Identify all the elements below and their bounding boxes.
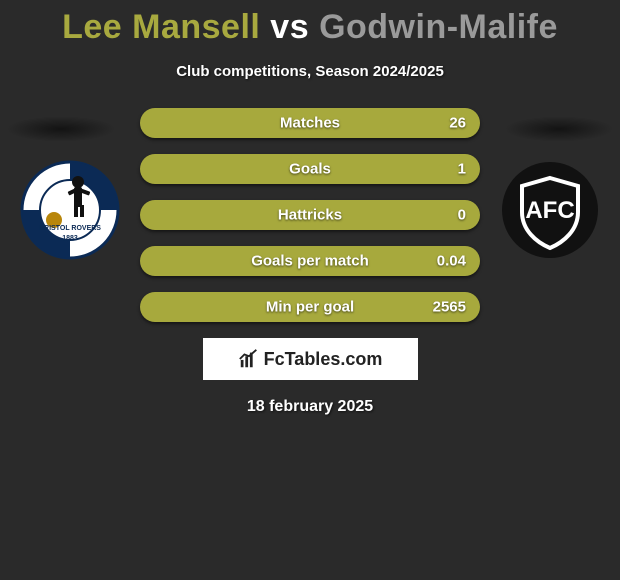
comparison-title: Lee Mansell vs Godwin-Malife	[0, 0, 620, 47]
stat-value: 0.04	[437, 253, 466, 270]
brand-text: FcTables.com	[264, 349, 383, 370]
brand-badge[interactable]: FcTables.com	[203, 338, 418, 380]
svg-text:1883: 1883	[62, 235, 78, 242]
vs-text: vs	[270, 8, 309, 46]
stat-label: Hattricks	[140, 207, 480, 224]
stat-value: 26	[449, 115, 466, 132]
bristol-rovers-crest: BRISTOL ROVERS 1883	[20, 160, 120, 260]
stat-value: 0	[458, 207, 466, 224]
stat-bars: Matches 26 Goals 1 Hattricks 0 Goals per…	[140, 108, 480, 322]
stat-bar-goals: Goals 1	[140, 154, 480, 184]
svg-text:BRISTOL ROVERS: BRISTOL ROVERS	[39, 225, 101, 232]
stat-label: Matches	[140, 115, 480, 132]
stat-label: Min per goal	[140, 299, 480, 316]
stats-arena: BRISTOL ROVERS 1883 AFC Matches 26 Goals…	[0, 108, 620, 416]
date-text: 18 february 2025	[0, 398, 620, 416]
stat-label: Goals per match	[140, 253, 480, 270]
svg-text:AFC: AFC	[525, 197, 574, 224]
player2-name: Godwin-Malife	[319, 8, 558, 46]
stat-value: 1	[458, 161, 466, 178]
subtitle: Club competitions, Season 2024/2025	[0, 63, 620, 80]
player1-name: Lee Mansell	[62, 8, 260, 46]
stat-label: Goals	[140, 161, 480, 178]
stat-bar-gpm: Goals per match 0.04	[140, 246, 480, 276]
shield-crest: AFC	[500, 160, 600, 260]
stat-bar-matches: Matches 26	[140, 108, 480, 138]
shadow-left	[6, 116, 116, 142]
stat-bar-mpg: Min per goal 2565	[140, 292, 480, 322]
stat-value: 2565	[433, 299, 466, 316]
stat-bar-hattricks: Hattricks 0	[140, 200, 480, 230]
shadow-right	[504, 116, 614, 142]
chart-icon	[238, 348, 260, 370]
